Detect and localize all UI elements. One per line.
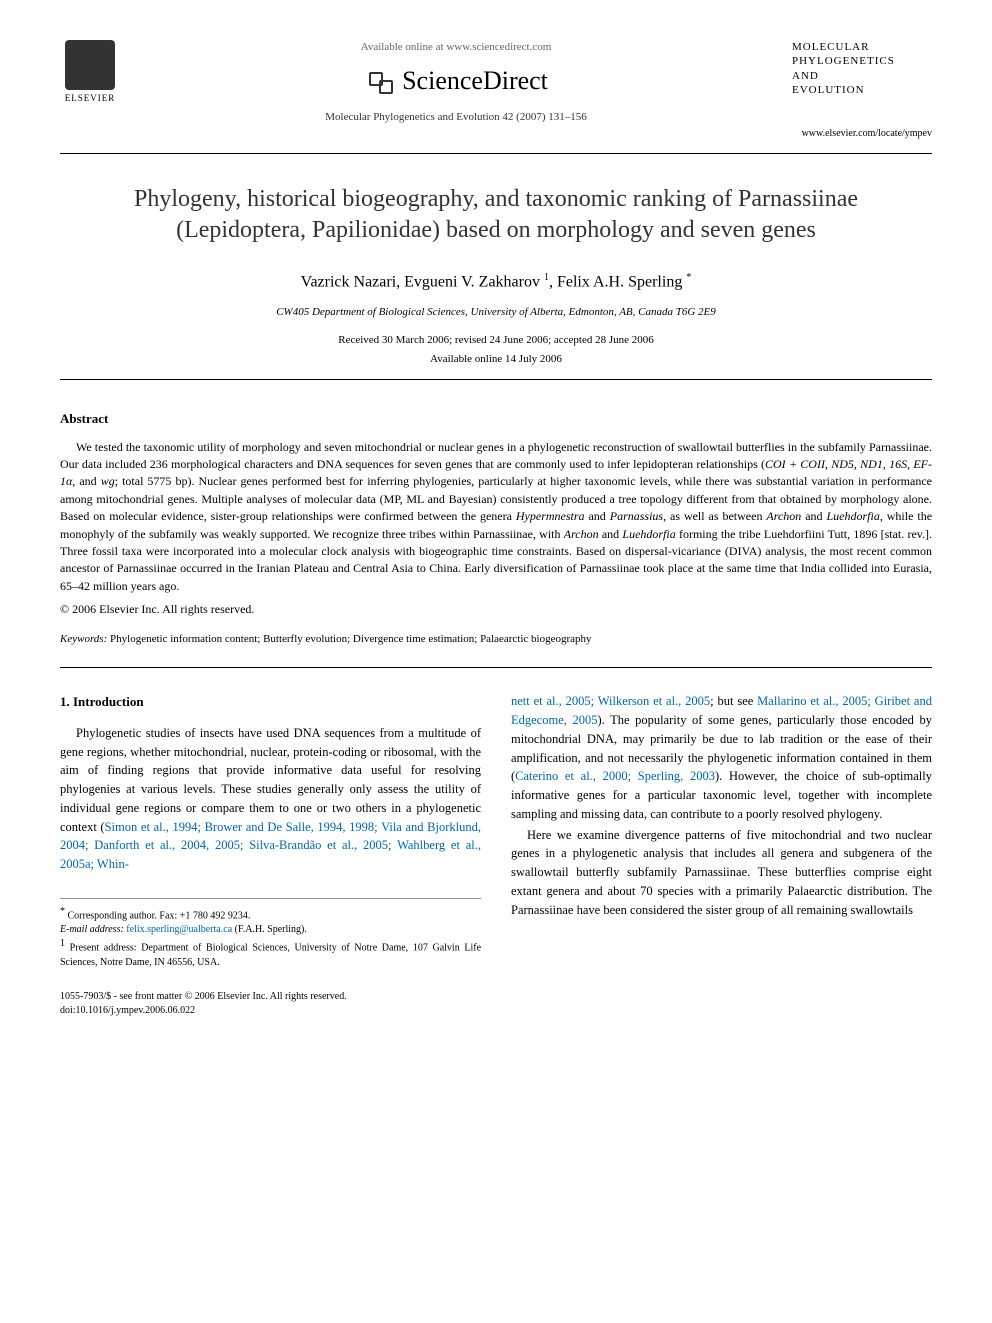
article-title: Phylogeny, historical biogeography, and … xyxy=(100,184,892,246)
center-header: Available online at www.sciencedirect.co… xyxy=(120,40,792,125)
page-header: ELSEVIER Available online at www.science… xyxy=(60,40,932,141)
authors-line: Vazrick Nazari, Evgueni V. Zakharov 1, F… xyxy=(60,271,932,294)
sciencedirect-logo: ScienceDirect xyxy=(120,63,792,99)
citation-link[interactable]: nett et al., 2005; Wilkerson et al., 200… xyxy=(511,694,710,708)
author-names: , Felix A.H. Sperling xyxy=(549,273,686,290)
body-text: Here we examine divergence patterns of f… xyxy=(511,828,932,917)
email-name: (F.A.H. Sperling). xyxy=(232,924,307,935)
abstract-divider-top xyxy=(60,379,932,380)
footnote-text: Corresponding author. Fax: +1 780 492 92… xyxy=(68,910,251,921)
author-names: Vazrick Nazari, Evgueni V. Zakharov xyxy=(301,273,544,290)
genus-name: Archon xyxy=(766,509,801,523)
body-paragraph: Phylogenetic studies of insects have use… xyxy=(60,724,481,874)
abstract-heading: Abstract xyxy=(60,410,932,428)
email-label: E-mail address: xyxy=(60,924,124,935)
elsevier-tree-icon xyxy=(65,40,115,90)
footnote-mark: 1 xyxy=(60,938,65,949)
abstract-divider-bottom xyxy=(60,667,932,668)
genus-name: Hypermnestra xyxy=(516,509,585,523)
body-text: ; but see xyxy=(710,694,757,708)
footnote-corresponding: * Corresponding author. Fax: +1 780 492 … xyxy=(60,905,481,923)
available-online-text: Available online at www.sciencedirect.co… xyxy=(120,40,792,55)
footnote-email: E-mail address: felix.sperling@ualberta.… xyxy=(60,923,481,937)
left-column: 1. Introduction Phylogenetic studies of … xyxy=(60,692,481,1017)
abstract-part: and xyxy=(75,474,100,488)
keywords-label: Keywords: xyxy=(60,633,107,645)
citation-link[interactable]: Caterino et al., 2000; Sperling, 2003 xyxy=(515,769,715,783)
issn-line: 1055-7903/$ - see front matter © 2006 El… xyxy=(60,990,481,1004)
sciencedirect-icon xyxy=(364,72,394,92)
date-received: Received 30 March 2006; revised 24 June … xyxy=(60,333,932,348)
abstract-text: We tested the taxonomic utility of morph… xyxy=(60,439,932,596)
body-text: Phylogenetic studies of insects have use… xyxy=(60,726,481,834)
journal-title-block: MOLECULAR PHYLOGENETICS AND EVOLUTION ww… xyxy=(792,40,932,141)
section-heading: 1. Introduction xyxy=(60,692,481,712)
gene-name: wg xyxy=(101,474,115,488)
journal-title-line: AND xyxy=(792,69,932,83)
journal-url: www.elsevier.com/locate/ympev xyxy=(792,127,932,141)
keywords-line: Keywords: Phylogenetic information conte… xyxy=(60,632,932,647)
journal-title-line: EVOLUTION xyxy=(792,83,932,97)
footnotes: * Corresponding author. Fax: +1 780 492 … xyxy=(60,898,481,970)
genus-name: Parnassius xyxy=(610,509,663,523)
elsevier-logo: ELSEVIER xyxy=(60,40,120,105)
abstract-section: Abstract We tested the taxonomic utility… xyxy=(60,410,932,647)
keywords-text: Phylogenetic information content; Butter… xyxy=(107,633,591,645)
abstract-part: and xyxy=(801,509,826,523)
publisher-name: ELSEVIER xyxy=(65,92,116,105)
journal-title-line: PHYLOGENETICS xyxy=(792,54,932,68)
genus-name: Luehdorfia xyxy=(826,509,879,523)
affiliation: CW405 Department of Biological Sciences,… xyxy=(60,305,932,320)
footnote-text: Present address: Department of Biologica… xyxy=(60,943,481,968)
bottom-info: 1055-7903/$ - see front matter © 2006 El… xyxy=(60,990,481,1018)
right-column: nett et al., 2005; Wilkerson et al., 200… xyxy=(511,692,932,1017)
doi-line: doi:10.1016/j.ympev.2006.06.022 xyxy=(60,1004,481,1018)
abstract-part: and xyxy=(599,527,623,541)
genus-name: Archon xyxy=(564,527,599,541)
journal-title-line: MOLECULAR xyxy=(792,40,932,54)
body-paragraph: nett et al., 2005; Wilkerson et al., 200… xyxy=(511,692,932,823)
body-paragraph: Here we examine divergence patterns of f… xyxy=(511,826,932,920)
journal-reference: Molecular Phylogenetics and Evolution 42… xyxy=(120,110,792,125)
body-columns: 1. Introduction Phylogenetic studies of … xyxy=(60,692,932,1017)
copyright-line: © 2006 Elsevier Inc. All rights reserved… xyxy=(60,601,932,618)
citation-link[interactable]: Simon et al., 1994; Brower and De Salle,… xyxy=(60,820,481,872)
genus-name: Luehdorfia xyxy=(622,527,675,541)
author-sup: * xyxy=(686,272,691,283)
date-online: Available online 14 July 2006 xyxy=(60,352,932,367)
header-divider xyxy=(60,153,932,154)
email-address[interactable]: felix.sperling@ualberta.ca xyxy=(126,924,232,935)
footnote-mark: * xyxy=(60,906,65,917)
abstract-part: , as well as between xyxy=(663,509,766,523)
sciencedirect-text: ScienceDirect xyxy=(402,63,548,99)
footnote-present-address: 1 Present address: Department of Biologi… xyxy=(60,937,481,969)
abstract-part: and xyxy=(585,509,610,523)
